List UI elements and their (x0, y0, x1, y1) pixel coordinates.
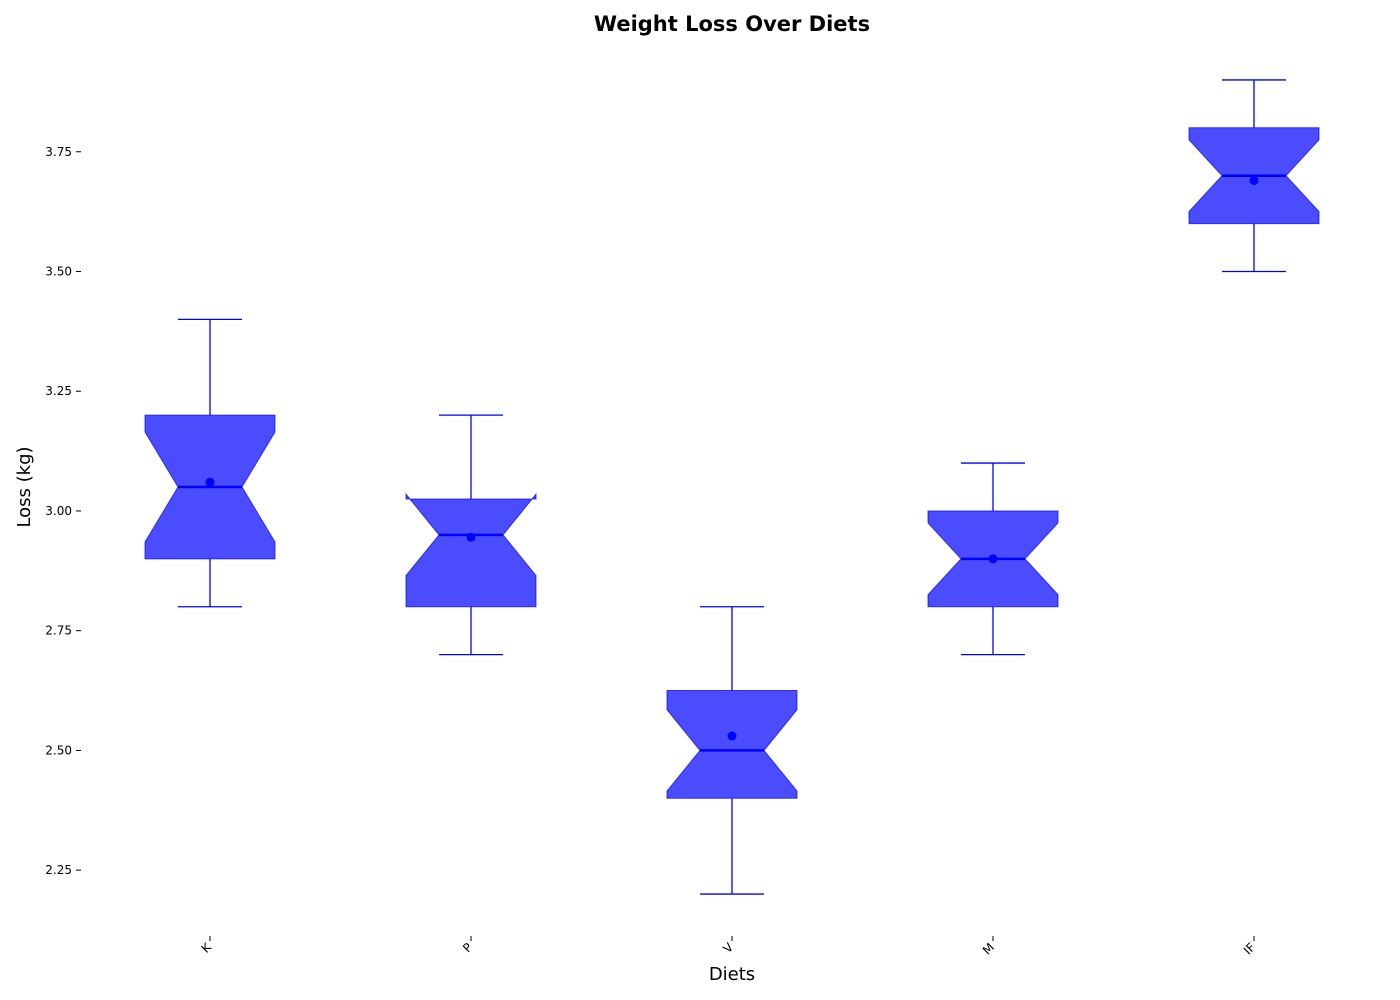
x-tick-label: V (720, 940, 736, 956)
y-tick-label: 2.50 (45, 743, 72, 757)
chart-title: Weight Loss Over Diets (594, 12, 870, 36)
boxes (144, 79, 1320, 895)
x-axis-label: Diets (709, 964, 755, 985)
mean-marker (466, 532, 476, 542)
notched-box (405, 492, 537, 608)
y-tick-label: 3.75 (45, 145, 72, 159)
mean-marker (727, 731, 737, 741)
mean-marker (988, 554, 998, 564)
y-tick-label: 3.50 (45, 264, 72, 278)
notched-box (666, 690, 798, 799)
x-tick-label: IF (1241, 940, 1258, 957)
x-tick-label: K (199, 939, 215, 955)
y-axis: 2.25 2.50 2.75 3.00 3.25 3.50 3.75 (45, 145, 81, 877)
x-tick-label: M (980, 940, 997, 957)
box-V (666, 606, 798, 895)
y-tick-label: 2.75 (45, 624, 72, 638)
box-M (927, 462, 1059, 656)
box-K (144, 318, 276, 608)
y-tick-label: 3.00 (45, 504, 72, 518)
x-tick-label: P (460, 940, 475, 955)
mean-marker (1249, 175, 1259, 185)
y-tick-label: 2.25 (45, 863, 72, 877)
y-axis-label: Loss (kg) (14, 446, 35, 527)
box-P (405, 414, 537, 656)
x-axis: K P V M IF (199, 936, 1258, 958)
mean-marker (205, 477, 215, 487)
y-tick-label: 3.25 (45, 384, 72, 398)
box-IF (1188, 79, 1320, 273)
